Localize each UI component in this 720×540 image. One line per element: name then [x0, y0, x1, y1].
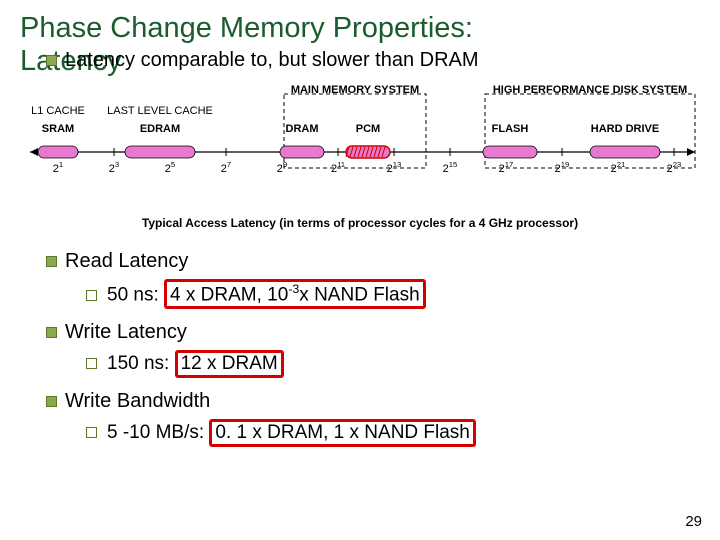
svg-text:L1 CACHE: L1 CACHE: [31, 105, 85, 117]
svg-text:HARD DRIVE: HARD DRIVE: [591, 123, 659, 135]
bullet-list: Read Latency 50 ns: 4 x DRAM, 10-3x NAND …: [46, 250, 700, 447]
section-detail: 5 -10 MB/s: 0. 1 x DRAM, 1 x NAND Flash: [86, 419, 700, 447]
svg-text:DRAM: DRAM: [286, 123, 319, 135]
bullet-open-icon: [86, 427, 97, 438]
diagram-caption: Typical Access Latency (in terms of proc…: [20, 216, 700, 230]
svg-text:23: 23: [109, 160, 119, 175]
subtitle-row: Latency comparable to, but slower than D…: [46, 49, 700, 72]
latency-diagram: MAIN MEMORY SYSTEM HIGH PERFORMANCE DISK …: [20, 82, 700, 212]
svg-text:PCM: PCM: [356, 123, 380, 135]
bullet-icon: [46, 396, 57, 407]
page-number: 29: [685, 513, 702, 530]
svg-text:EDRAM: EDRAM: [140, 123, 180, 135]
subtitle-text: Latency comparable to, but slower than D…: [65, 49, 479, 71]
svg-text:213: 213: [387, 160, 402, 175]
svg-text:29: 29: [277, 160, 287, 175]
bullet-icon: [46, 256, 57, 267]
svg-text:MAIN MEMORY SYSTEM: MAIN MEMORY SYSTEM: [291, 84, 419, 96]
svg-text:219: 219: [555, 160, 570, 175]
bullet-icon: [46, 327, 57, 338]
svg-text:SRAM: SRAM: [42, 123, 74, 135]
svg-text:223: 223: [667, 160, 682, 175]
svg-text:221: 221: [611, 160, 626, 175]
bullet-open-icon: [86, 290, 97, 301]
highlight-box: 4 x DRAM, 10-3x NAND Flash: [164, 279, 426, 309]
highlight-box: 0. 1 x DRAM, 1 x NAND Flash: [209, 419, 475, 447]
svg-text:HIGH PERFORMANCE DISK SYSTEM: HIGH PERFORMANCE DISK SYSTEM: [493, 84, 687, 96]
svg-text:LAST LEVEL CACHE: LAST LEVEL CACHE: [107, 105, 213, 117]
svg-text:27: 27: [221, 160, 231, 175]
title-line-1: Phase Change Memory Properties:: [20, 12, 473, 44]
svg-text:25: 25: [165, 160, 175, 175]
svg-text:FLASH: FLASH: [492, 123, 529, 135]
section-heading: Write Latency: [46, 321, 700, 344]
svg-text:211: 211: [331, 160, 345, 175]
section-detail: 50 ns: 4 x DRAM, 10-3x NAND Flash: [86, 279, 700, 309]
svg-text:217: 217: [499, 160, 514, 175]
section-detail: 150 ns: 12 x DRAM: [86, 350, 700, 378]
bullet-icon: [46, 55, 57, 66]
svg-text:21: 21: [53, 160, 63, 175]
svg-text:215: 215: [443, 160, 458, 175]
bullet-open-icon: [86, 358, 97, 369]
highlight-box: 12 x DRAM: [175, 350, 284, 378]
section-heading: Write Bandwidth: [46, 390, 700, 413]
section-heading: Read Latency: [46, 250, 700, 273]
